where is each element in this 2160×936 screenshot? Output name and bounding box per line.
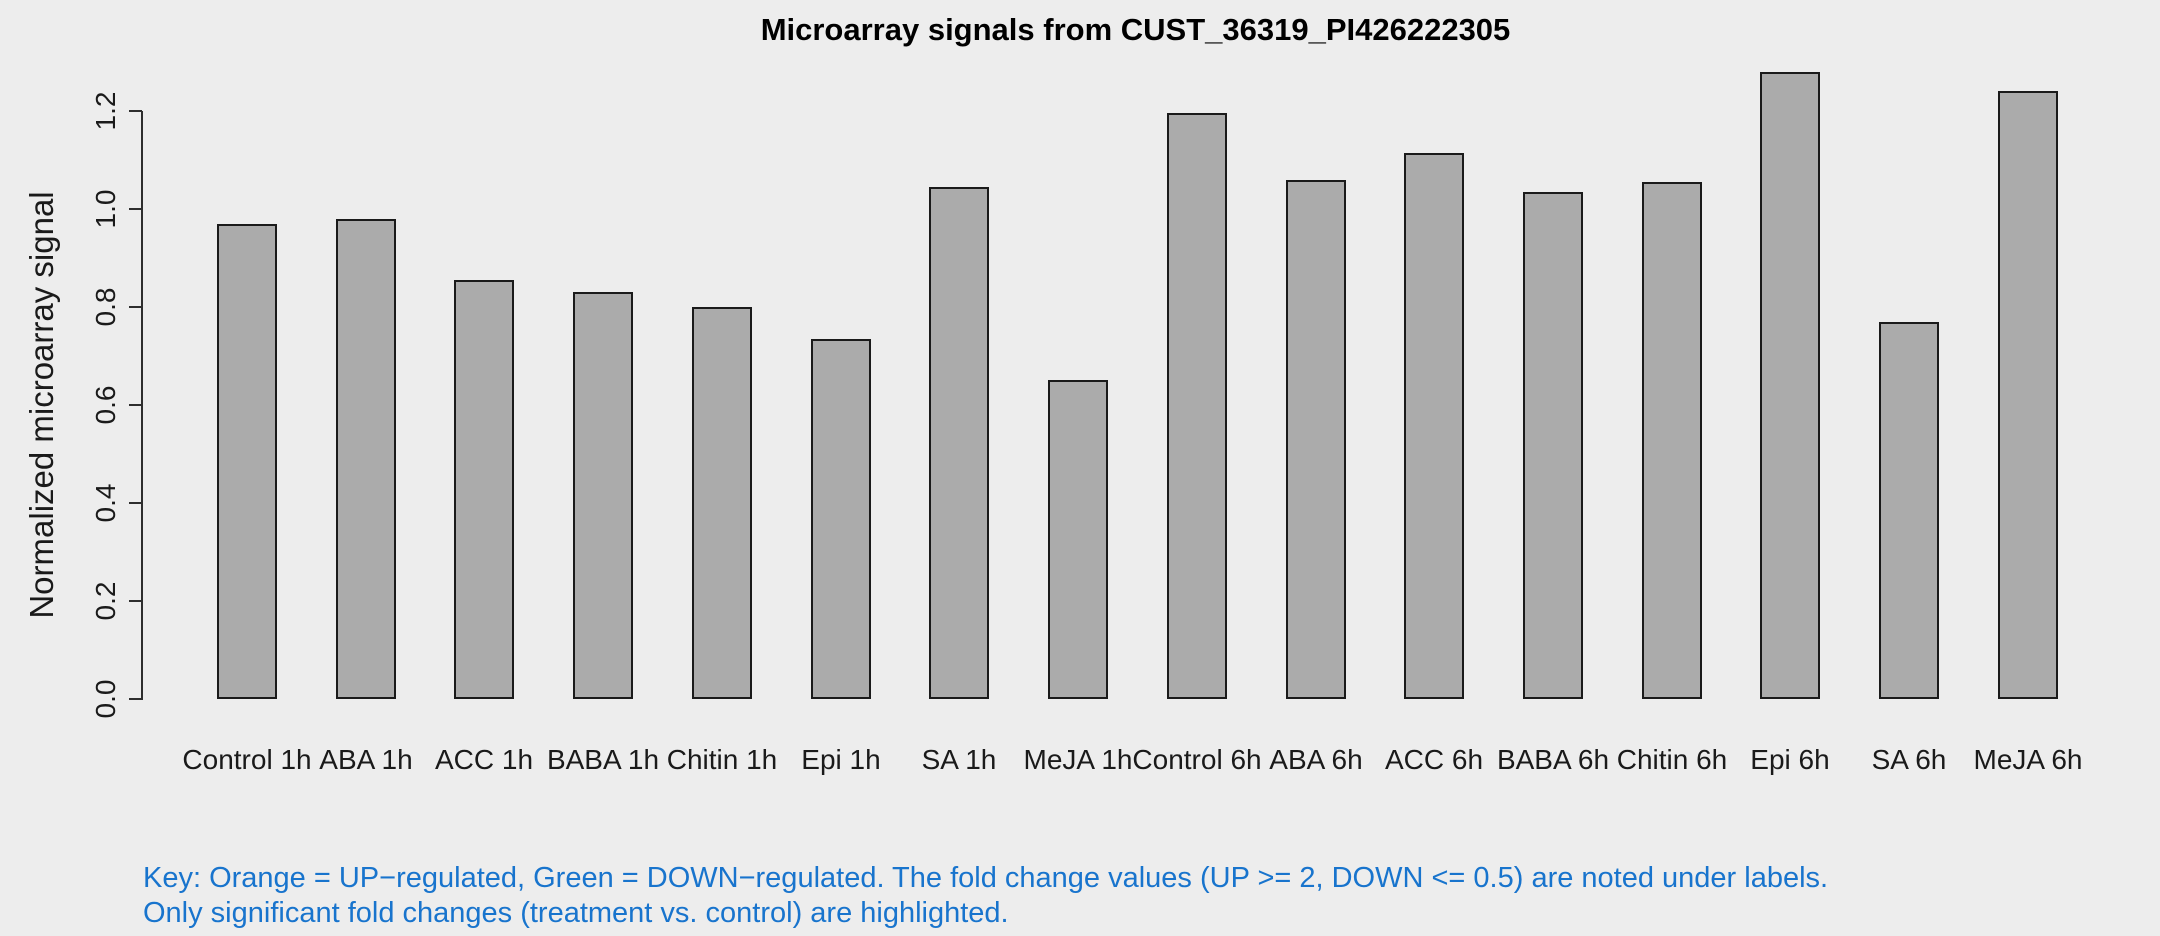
y-tick-mark: [129, 502, 142, 504]
y-tick-label: 0.4: [90, 483, 121, 523]
y-tick-label: 1.0: [90, 189, 121, 229]
x-tick-label: Chitin 1h: [666, 744, 778, 775]
x-tick-label: Epi 6h: [1750, 744, 1830, 775]
y-tick-mark: [129, 208, 142, 210]
y-axis-label: Normalized microarray signal: [23, 191, 60, 619]
bar-meja-6h: [1998, 91, 2058, 699]
x-tick-label: SA 1h: [921, 744, 997, 775]
x-tick-label: BABA 6h: [1496, 744, 1610, 775]
bar-baba-6h: [1523, 192, 1583, 699]
bar-control-6h: [1167, 113, 1227, 699]
chart-title: Microarray signals from CUST_36319_PI426…: [760, 12, 1511, 47]
y-tick-label: 1.2: [90, 91, 121, 131]
bar-acc-1h: [454, 280, 514, 699]
y-tick-mark: [129, 110, 142, 112]
bar-chitin-6h: [1642, 182, 1702, 699]
x-tick-label: ACC 6h: [1384, 744, 1484, 775]
bar-epi-6h: [1760, 72, 1820, 699]
bar-control-1h: [217, 224, 277, 699]
y-axis-line: [141, 111, 143, 700]
bar-epi-1h: [811, 339, 871, 699]
y-tick-label: 0.6: [90, 385, 121, 425]
y-tick-label: 0.8: [90, 287, 121, 327]
bar-baba-1h: [573, 292, 633, 699]
bar-chitin-1h: [692, 307, 752, 699]
y-tick-mark: [129, 404, 142, 406]
y-tick-mark: [129, 600, 142, 602]
key-note-line-2: Only significant fold changes (treatment…: [143, 897, 1009, 929]
y-tick-label: 0.2: [90, 581, 121, 621]
x-tick-label: BABA 1h: [546, 744, 660, 775]
bar-sa-1h: [929, 187, 989, 699]
x-tick-label: ABA 6h: [1269, 744, 1363, 775]
bar-acc-6h: [1404, 153, 1464, 699]
key-note-line-1: Key: Orange = UP−regulated, Green = DOWN…: [143, 862, 1829, 894]
x-tick-label: MeJA 6h: [1973, 744, 2083, 775]
bar-meja-1h: [1048, 380, 1108, 699]
y-tick-mark: [129, 698, 142, 700]
bar-aba-1h: [336, 219, 396, 699]
x-tick-label: SA 6h: [1871, 744, 1947, 775]
x-tick-label: Control 6h: [1132, 744, 1262, 775]
y-tick-label: 0.0: [90, 679, 121, 719]
plot-area: 0.0 0.2 0.4 0.6 0.8 1.0 1.2 Control 1h ABA 1h AC…: [90, 72, 2128, 775]
bar-aba-6h: [1286, 180, 1346, 699]
key-note: Key: Orange = UP−regulated, Green = DOWN…: [143, 861, 1828, 931]
x-tick-label: Control 1h: [182, 744, 312, 775]
x-tick-label: Chitin 6h: [1616, 744, 1728, 775]
x-tick-label: ABA 1h: [319, 744, 413, 775]
bar-sa-6h: [1879, 322, 1939, 699]
x-tick-label: ACC 1h: [434, 744, 534, 775]
x-tick-label: MeJA 1h: [1023, 744, 1133, 775]
x-tick-label: Epi 1h: [801, 744, 881, 775]
y-tick-mark: [129, 306, 142, 308]
